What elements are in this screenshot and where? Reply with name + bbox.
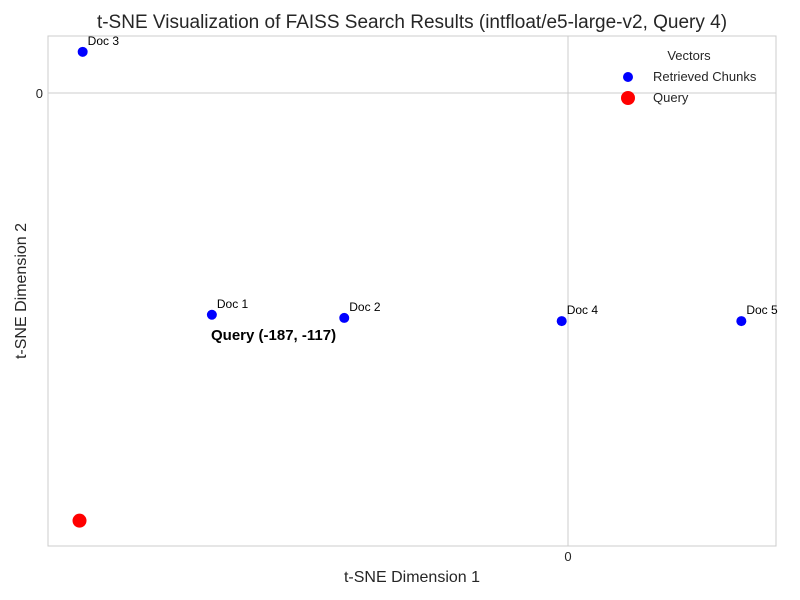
x-axis-label: t-SNE Dimension 1 (344, 569, 480, 586)
legend-label-retrieved-chunks: Retrieved Chunks (653, 69, 757, 84)
legend: Vectors Retrieved Chunks Query (621, 48, 757, 105)
point-label: Doc 2 (349, 300, 381, 314)
plot-frame (47, 35, 777, 547)
y-tick-label: 0 (36, 86, 43, 101)
chart-title: t-SNE Visualization of FAISS Search Resu… (97, 12, 727, 33)
legend-marker-query (621, 91, 635, 105)
point-doc-4 (556, 316, 567, 327)
point-label: Doc 5 (746, 303, 778, 317)
grid (48, 36, 776, 546)
legend-title: Vectors (667, 48, 711, 63)
y-axis-label: t-SNE Dimension 2 (13, 223, 30, 359)
query-annotation: Query (-187, -117) (211, 327, 336, 344)
point-doc-1 (206, 309, 217, 320)
x-tick-label: 0 (564, 549, 571, 564)
tick-labels: 00 (36, 86, 572, 564)
point-doc-2 (339, 312, 350, 323)
point-doc-3 (77, 46, 88, 57)
point-label: Doc 3 (88, 34, 120, 48)
data-points: Doc 1 Doc 2 Doc 3 Doc 4 Doc 5 (72, 34, 778, 528)
point-label: Doc 4 (567, 303, 599, 317)
legend-label-query: Query (653, 90, 689, 105)
point-doc-5 (736, 316, 747, 327)
point-query (72, 513, 87, 528)
legend-marker-retrieved-chunks (623, 72, 633, 82)
point-label: Doc 1 (217, 297, 249, 311)
